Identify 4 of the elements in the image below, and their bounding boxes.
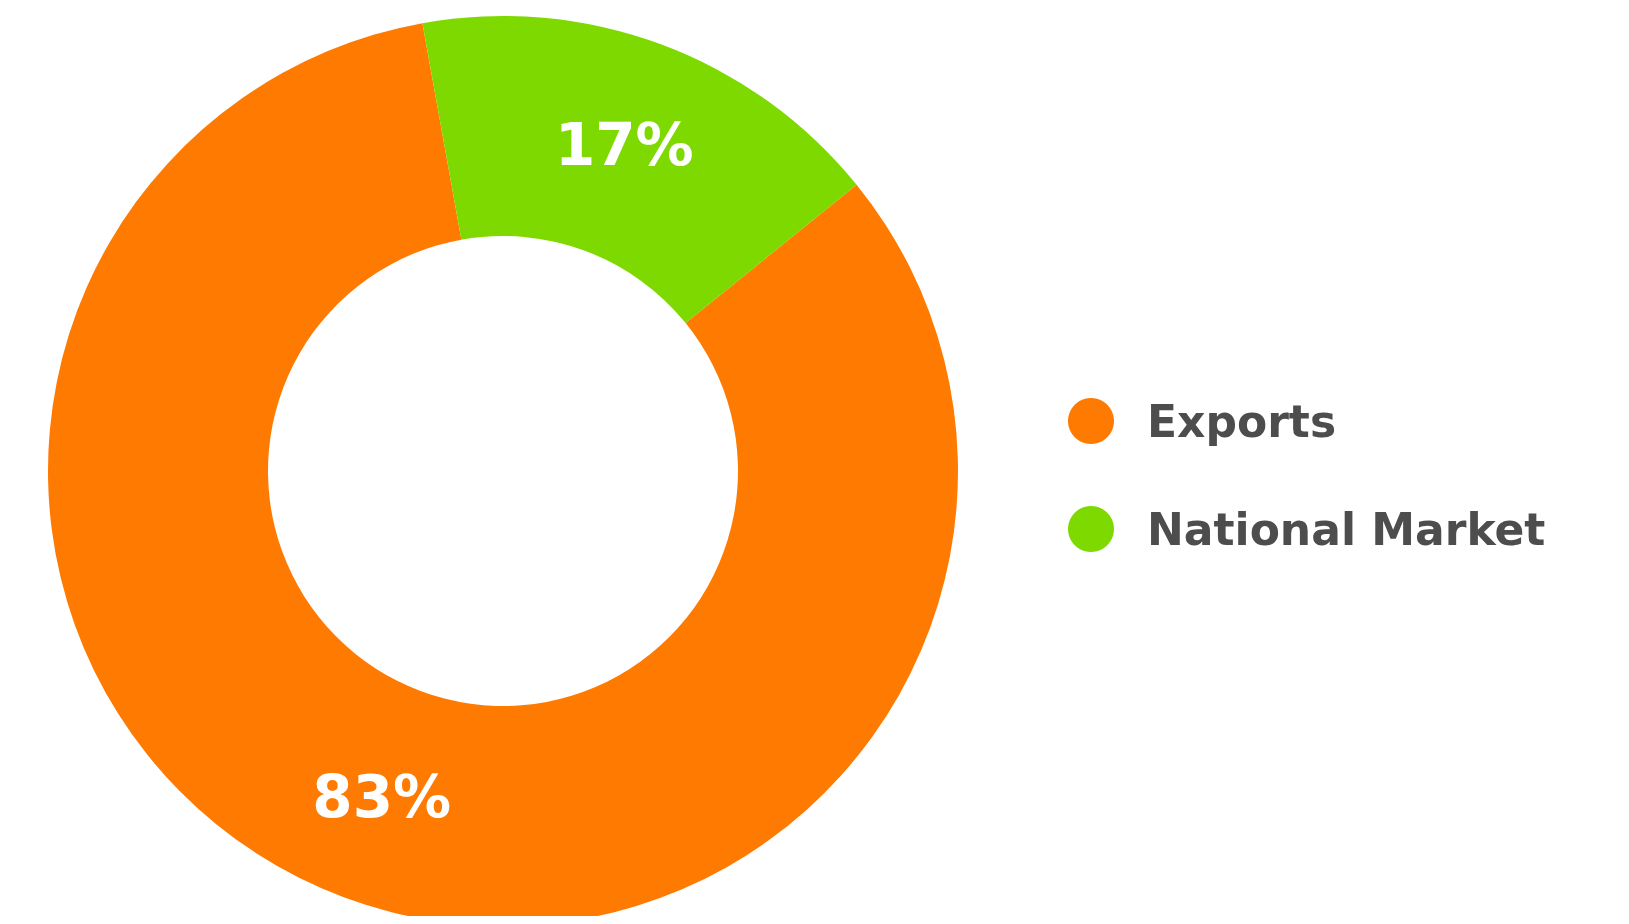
data-label: 83% [312,763,452,832]
legend-label: National Market [1147,503,1546,555]
legend-label: Exports [1147,395,1337,447]
data-label: 17% [554,110,694,179]
